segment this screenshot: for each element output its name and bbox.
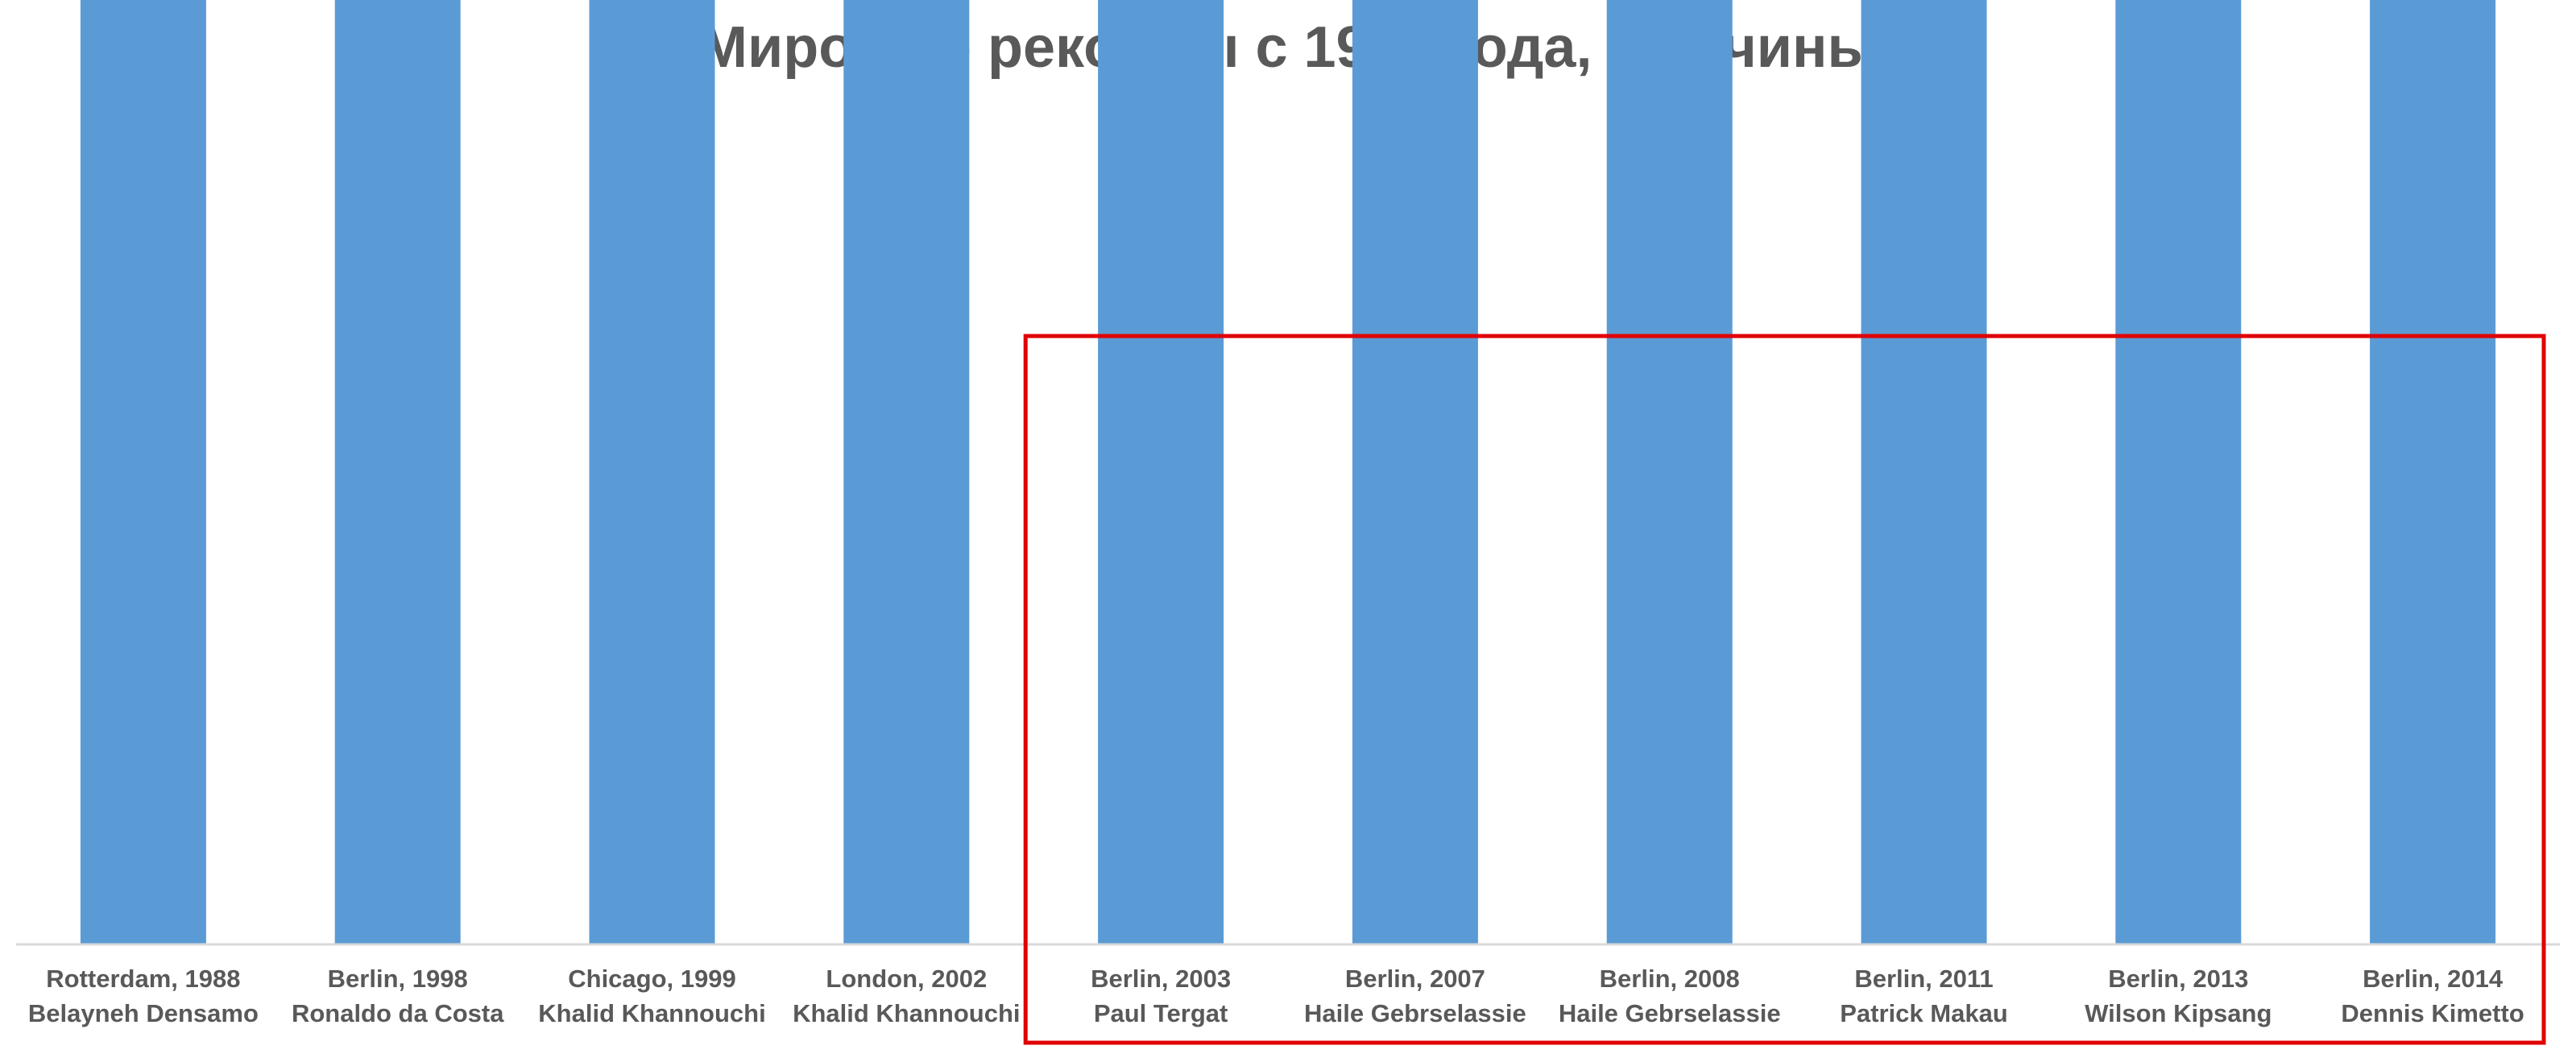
bar-4: [843, 0, 970, 944]
category-label-5-place: Berlin, 2003: [1091, 965, 1231, 993]
category-label-4-athlete: Khalid Khannouchi: [793, 999, 1020, 1027]
category-label-6-place: Berlin, 2007: [1345, 965, 1485, 993]
category-label-4-place: London, 2002: [826, 965, 987, 993]
bar-3: [589, 0, 715, 944]
category-label-2-athlete: Ronaldo da Costa: [292, 999, 504, 1027]
category-label-10-athlete: Dennis Kimetto: [2341, 999, 2524, 1027]
bar-7: [1606, 0, 1733, 944]
category-label-6-athlete: Haile Gebrselassie: [1304, 999, 1526, 1027]
category-label-3-athlete: Khalid Khannouchi: [538, 999, 765, 1027]
category-label-8-athlete: Patrick Makau: [1840, 999, 2008, 1027]
category-label-1-athlete: Belayneh Densamo: [28, 999, 259, 1027]
category-label-8-place: Berlin, 2011: [1854, 965, 1993, 993]
category-label-3-place: Chicago, 1999: [568, 965, 735, 993]
category-label-7-athlete: Haile Gebrselassie: [1559, 999, 1781, 1027]
bar-6: [1352, 0, 1478, 944]
bar-1: [80, 0, 206, 944]
category-label-10-place: Berlin, 2014: [2363, 965, 2504, 993]
bars-layer: [80, 0, 2496, 944]
bar-8: [1861, 0, 1987, 944]
category-label-1-place: Rotterdam, 1988: [46, 965, 240, 993]
bar-9: [2115, 0, 2242, 944]
category-label-5-athlete: Paul Tergat: [1094, 999, 1228, 1027]
category-label-2-place: Berlin, 1998: [328, 965, 468, 993]
categories-layer: Rotterdam, 1988 Belayneh Densamo Berlin, 1…: [28, 965, 2524, 1027]
category-label-7-place: Berlin, 2008: [1600, 965, 1740, 993]
bar-2: [334, 0, 461, 944]
category-label-9-place: Berlin, 2013: [2108, 965, 2248, 993]
bar-10: [2370, 0, 2496, 944]
category-label-9-athlete: Wilson Kipsang: [2085, 999, 2272, 1027]
bar-5: [1098, 0, 1224, 944]
highlight-box: [1023, 334, 2546, 1045]
